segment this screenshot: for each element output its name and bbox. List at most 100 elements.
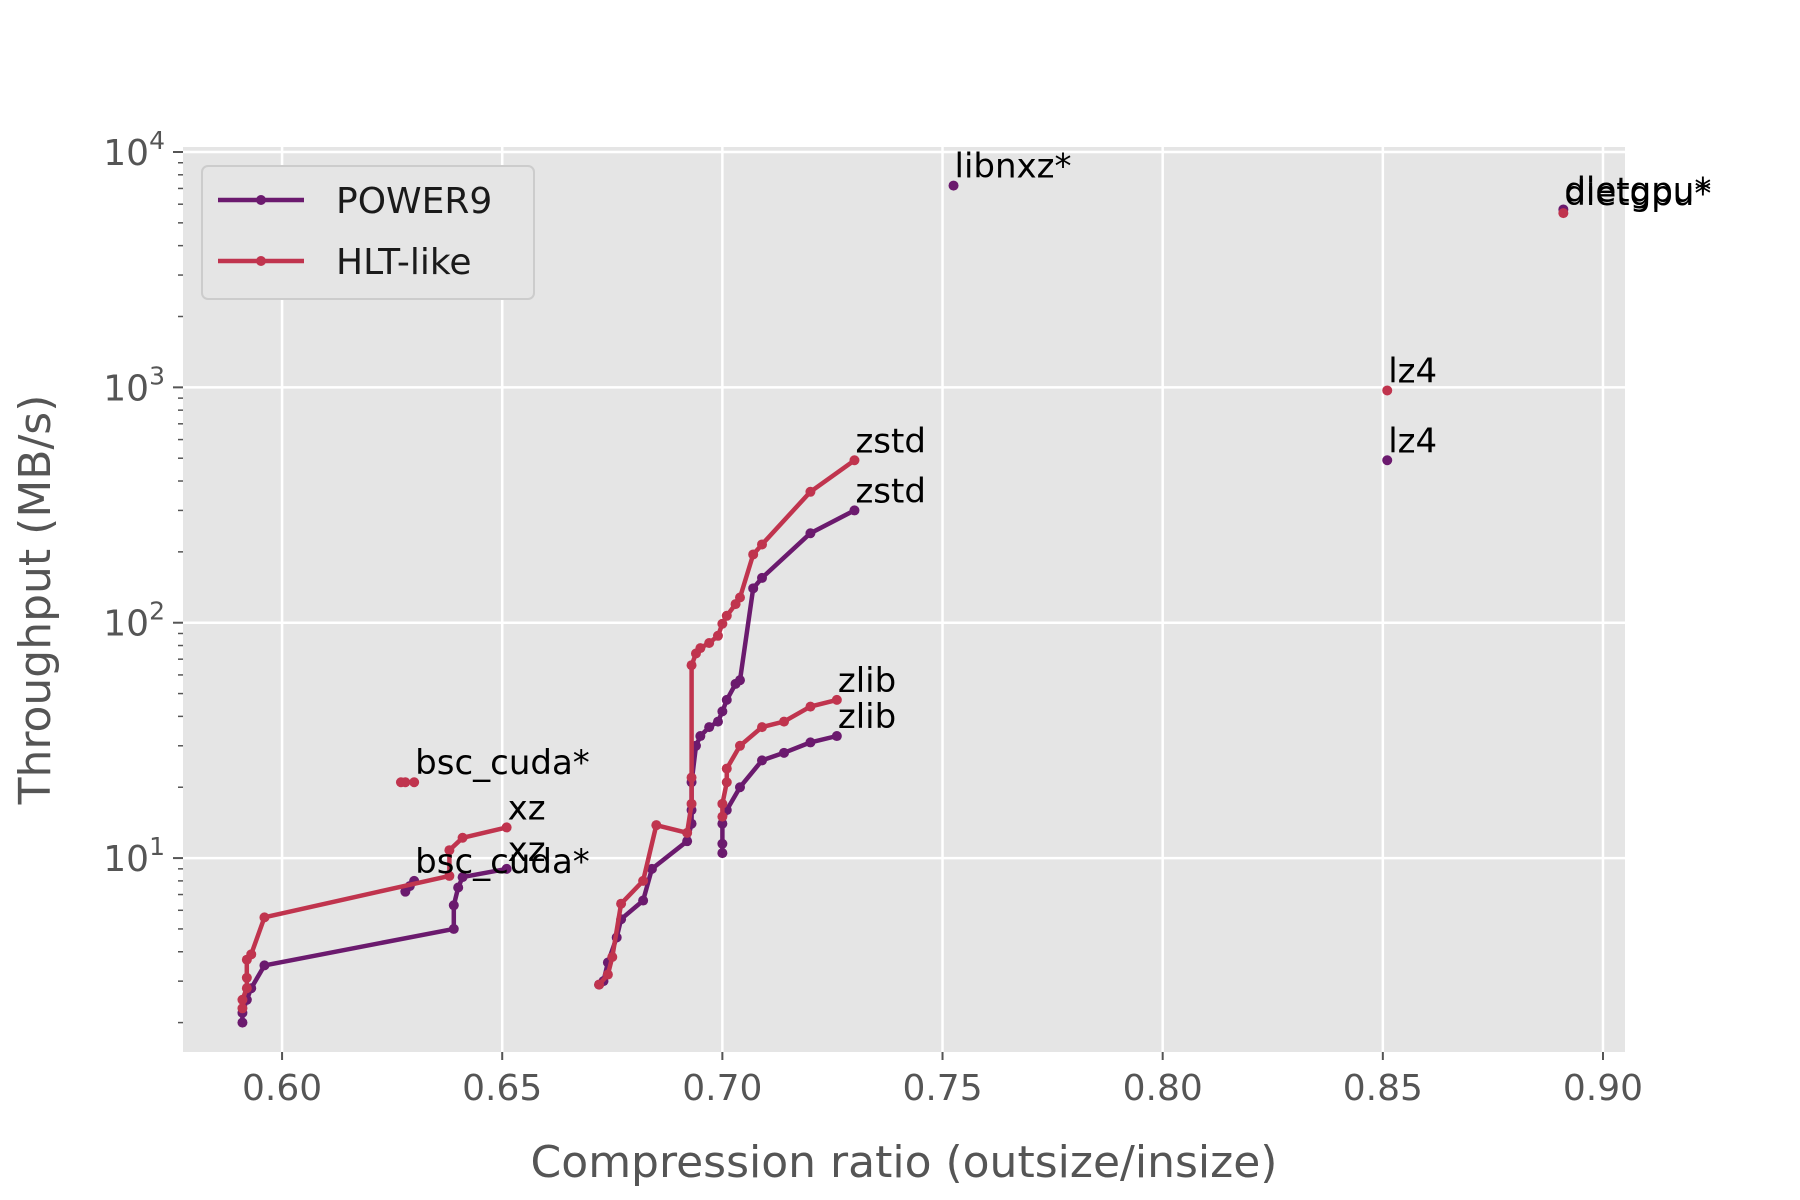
data-point bbox=[831, 694, 842, 705]
y-tick-exponent: 3 bbox=[149, 361, 165, 390]
data-point bbox=[721, 763, 732, 774]
data-point bbox=[457, 832, 468, 843]
annotation-label: lz4 bbox=[1388, 421, 1437, 461]
x-tick-label: 0.90 bbox=[1563, 1068, 1643, 1109]
y-tick-exponent: 1 bbox=[149, 832, 165, 861]
y-tick-base: 10 bbox=[103, 839, 149, 880]
y-axis-title: Throughput (MB/s) bbox=[10, 395, 61, 806]
annotation-label: dietgpu* bbox=[1564, 174, 1711, 214]
data-point bbox=[453, 882, 464, 893]
data-point bbox=[682, 836, 693, 847]
annotation-label: libnxz* bbox=[955, 147, 1072, 187]
data-point bbox=[616, 898, 627, 909]
y-tick-label: 104 bbox=[103, 126, 165, 174]
data-point bbox=[1382, 455, 1393, 466]
data-point bbox=[686, 798, 697, 809]
data-point bbox=[849, 455, 860, 466]
legend-marker bbox=[256, 256, 266, 266]
x-tick-label: 0.65 bbox=[462, 1068, 542, 1109]
data-point bbox=[237, 1003, 248, 1014]
data-point bbox=[948, 180, 959, 191]
y-tick-exponent: 2 bbox=[149, 597, 165, 626]
data-point bbox=[448, 900, 459, 911]
data-point bbox=[444, 845, 455, 856]
data-point bbox=[748, 583, 759, 594]
annotation-label: zstd bbox=[855, 421, 925, 461]
annotation-label: zstd bbox=[855, 471, 925, 511]
data-point bbox=[734, 782, 745, 793]
minor-ticks bbox=[178, 162, 183, 1024]
data-point bbox=[779, 716, 790, 727]
data-point bbox=[501, 863, 512, 874]
data-point bbox=[712, 630, 723, 641]
x-tick-label: 0.80 bbox=[1123, 1068, 1203, 1109]
data-point bbox=[734, 592, 745, 603]
x-tick-label: 0.60 bbox=[242, 1068, 322, 1109]
data-point bbox=[717, 618, 728, 629]
y-tick-label: 103 bbox=[103, 361, 165, 409]
data-point bbox=[704, 722, 715, 733]
data-point bbox=[400, 777, 411, 788]
data-point bbox=[686, 660, 697, 671]
data-point bbox=[748, 549, 759, 560]
data-point bbox=[717, 818, 728, 829]
series-hlt-like bbox=[237, 208, 1569, 1014]
annotation-label: xz bbox=[508, 830, 546, 870]
annotation-label: xz bbox=[508, 788, 546, 828]
legend-label: POWER9 bbox=[336, 181, 492, 222]
data-point bbox=[805, 701, 816, 712]
data-point bbox=[682, 827, 693, 838]
data-point bbox=[695, 643, 706, 654]
annotation-label: bsc_cuda* bbox=[415, 842, 590, 882]
data-point bbox=[638, 895, 649, 906]
annotation-label: bsc_cuda* bbox=[415, 743, 590, 783]
data-point bbox=[501, 822, 512, 833]
data-point bbox=[721, 694, 732, 705]
data-point bbox=[717, 706, 728, 717]
data-point bbox=[805, 528, 816, 539]
data-point bbox=[686, 772, 697, 783]
data-point bbox=[646, 863, 657, 874]
data-point bbox=[721, 777, 732, 788]
data-point bbox=[246, 949, 257, 960]
x-axis-title: Compression ratio (outsize/insize) bbox=[531, 1137, 1278, 1188]
legend-label: HLT-like bbox=[336, 242, 472, 283]
data-point bbox=[638, 875, 649, 886]
data-point bbox=[717, 848, 728, 859]
data-point bbox=[757, 572, 768, 583]
data-point bbox=[849, 505, 860, 516]
y-tick-exponent: 4 bbox=[149, 126, 165, 155]
data-point bbox=[757, 539, 768, 550]
annotation-label: dietgpu* bbox=[1564, 170, 1711, 210]
data-point bbox=[259, 912, 270, 923]
data-point bbox=[805, 737, 816, 748]
x-tick-label: 0.70 bbox=[682, 1068, 762, 1109]
x-axis-ticks: 0.60 0.65 0.70 0.75 0.80 0.85 0.90 bbox=[242, 1052, 1643, 1109]
data-point bbox=[704, 638, 715, 649]
data-point bbox=[695, 731, 706, 742]
data-point bbox=[241, 972, 252, 983]
y-tick-base: 10 bbox=[103, 133, 149, 174]
data-point bbox=[717, 838, 728, 849]
data-point bbox=[444, 870, 455, 881]
data-point bbox=[259, 960, 270, 971]
annotation-label: zlib bbox=[838, 697, 896, 737]
data-point bbox=[602, 969, 613, 980]
data-point bbox=[779, 747, 790, 758]
annotation-label: lz4 bbox=[1388, 351, 1437, 391]
y-tick-label: 101 bbox=[103, 832, 165, 880]
data-point bbox=[607, 951, 618, 962]
data-point bbox=[241, 983, 252, 994]
x-tick-label: 0.75 bbox=[902, 1068, 982, 1109]
data-point bbox=[237, 1017, 248, 1028]
data-point bbox=[757, 755, 768, 766]
annotation-layer: libnxz* dietgpu*dietgpu* lz4 lz4 zstd zstd zli… bbox=[415, 147, 1711, 882]
data-point bbox=[237, 994, 248, 1005]
data-point bbox=[594, 979, 605, 990]
data-point bbox=[448, 923, 459, 934]
data-point bbox=[651, 820, 662, 831]
y-tick-base: 10 bbox=[103, 368, 149, 409]
x-tick-label: 0.85 bbox=[1343, 1068, 1423, 1109]
